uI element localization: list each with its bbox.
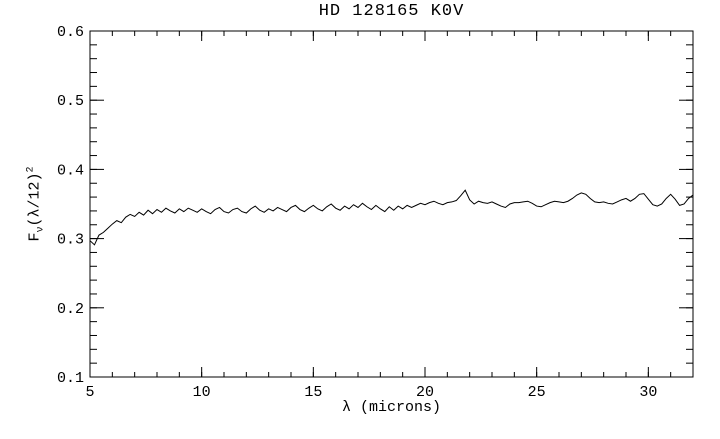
x-tick-label: 25 <box>528 384 546 401</box>
x-tick-label: 20 <box>416 384 434 401</box>
y-tick-label: 0.1 <box>57 370 84 387</box>
y-tick-label: 0.4 <box>57 162 84 179</box>
y-tick-label: 0.6 <box>57 24 84 41</box>
x-axis-title: λ (microns) <box>341 399 442 416</box>
x-tick-label: 15 <box>304 384 322 401</box>
spectrum-line <box>89 189 694 246</box>
x-tick-label: 30 <box>639 384 657 401</box>
x-tick-label: 5 <box>85 384 94 401</box>
plot-frame <box>89 30 694 378</box>
y-tick-label: 0.5 <box>57 93 84 110</box>
y-tick-label: 0.3 <box>57 232 84 249</box>
chart-title: HD 128165 K0V <box>318 2 465 21</box>
x-tick-label: 10 <box>193 384 211 401</box>
y-tick-label: 0.2 <box>57 301 84 318</box>
